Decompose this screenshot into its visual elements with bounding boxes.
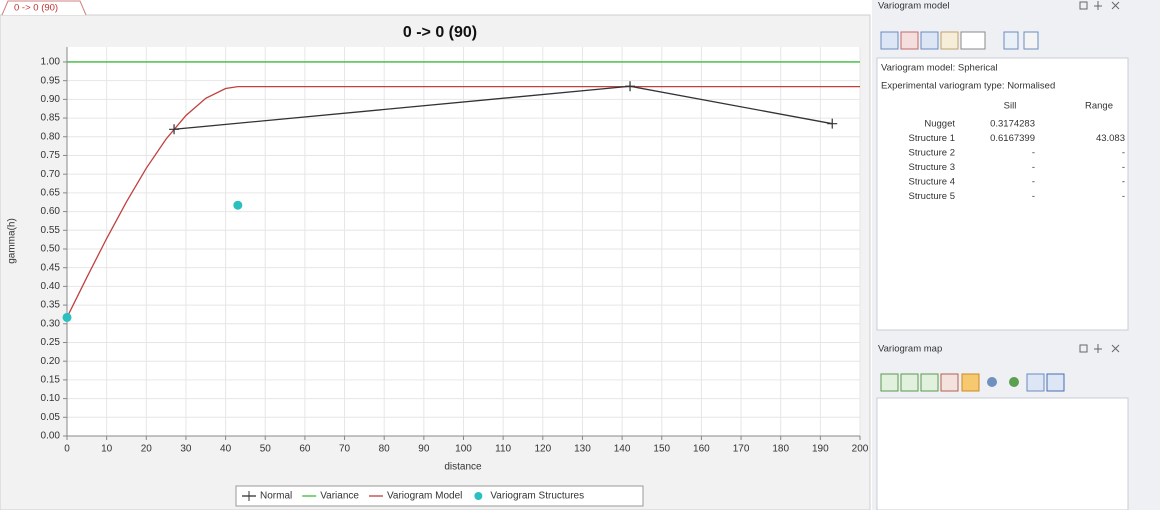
- point-marker: [827, 118, 838, 129]
- y-tick-label: 1.00: [41, 57, 61, 68]
- x-tick-label: 70: [339, 444, 351, 455]
- window-buttons[interactable]: [1079, 1, 1120, 10]
- legend-swatch: [474, 492, 483, 500]
- model-type: Variogram model: Spherical: [881, 63, 998, 74]
- x-axis-label: distance: [444, 462, 482, 473]
- row-label: Structure 1: [909, 133, 955, 144]
- legend-label: Variance: [320, 491, 359, 502]
- sill-value: -: [1032, 177, 1035, 188]
- point-marker: [625, 81, 636, 92]
- point-marker: [62, 312, 72, 322]
- y-tick-label: 0.35: [41, 300, 61, 311]
- exp-type: Experimental variogram type: Normalised: [881, 81, 1055, 92]
- map-box: [876, 397, 1129, 511]
- y-tick-label: 0.95: [41, 75, 61, 86]
- y-tick-label: 0.20: [41, 356, 61, 367]
- legend-label: Variogram Model: [387, 491, 462, 502]
- y-tick-label: 0.50: [41, 244, 61, 255]
- sill-value: -: [1032, 148, 1035, 159]
- x-tick-label: 190: [812, 444, 829, 455]
- x-tick-label: 10: [101, 444, 113, 455]
- range-value: -: [1122, 177, 1125, 188]
- x-tick-label: 40: [220, 444, 232, 455]
- range-value: 43.083: [1096, 133, 1125, 144]
- y-tick-label: 0.80: [41, 131, 61, 142]
- row-label: Structure 4: [909, 177, 955, 188]
- point-marker: [233, 200, 243, 210]
- series-line: [66, 85, 860, 318]
- range-value: -: [1122, 191, 1125, 202]
- y-tick-label: 0.90: [41, 94, 61, 105]
- row-label: Structure 5: [909, 191, 955, 202]
- x-tick-label: 200: [852, 444, 869, 455]
- y-tick-label: 0.70: [41, 169, 61, 180]
- y-tick-label: 0.85: [41, 113, 61, 124]
- x-tick-label: 120: [534, 444, 551, 455]
- x-tick-label: 180: [772, 444, 789, 455]
- table-header: Range: [1085, 101, 1113, 112]
- point-marker: [169, 124, 180, 135]
- toolbar[interactable]: [880, 373, 1065, 392]
- legend: [235, 485, 644, 507]
- sill-value: 0.6167399: [990, 133, 1035, 144]
- sill-value: -: [1032, 162, 1035, 173]
- y-tick-label: 0.40: [41, 281, 61, 292]
- tab[interactable]: [1, 0, 87, 16]
- row-label: Structure 2: [909, 148, 955, 159]
- range-value: -: [1122, 162, 1125, 173]
- x-tick-label: 140: [614, 444, 631, 455]
- x-tick-label: 130: [574, 444, 591, 455]
- y-tick-label: 0.30: [41, 318, 61, 329]
- x-tick-label: 60: [299, 444, 311, 455]
- panel-title: Variogram model: [878, 1, 950, 12]
- x-tick-label: 30: [180, 444, 192, 455]
- x-tick-label: 110: [495, 444, 511, 455]
- y-tick-label: 0.10: [41, 393, 61, 404]
- y-tick-label: 0.55: [41, 225, 61, 236]
- panel-title: Variogram map: [878, 344, 942, 355]
- window-buttons[interactable]: [1079, 344, 1120, 353]
- x-tick-label: 100: [455, 444, 472, 455]
- chart-title: 0 -> 0 (90): [403, 24, 477, 41]
- table-header: Sill: [1004, 101, 1017, 112]
- y-tick-label: 0.65: [41, 188, 61, 199]
- range-value: -: [1122, 148, 1125, 159]
- x-tick-label: 90: [418, 444, 430, 455]
- model-box: [876, 57, 1129, 331]
- x-tick-label: 20: [141, 444, 153, 455]
- plot: 0 10 20 30 40 50 60 70 80 90 100 110 120 130 140 150 160…: [41, 47, 869, 455]
- y-tick-label: 0.25: [41, 337, 61, 348]
- sill-value: -: [1032, 191, 1035, 202]
- y-tick-label: 0.75: [41, 150, 61, 161]
- sill-value: 0.3174283: [990, 119, 1035, 130]
- tab-label[interactable]: 0 -> 0 (90): [14, 3, 58, 14]
- row-label: Structure 3: [909, 162, 955, 173]
- y-tick-label: 0.60: [41, 206, 61, 217]
- x-tick-label: 160: [693, 444, 710, 455]
- x-tick-label: 0: [64, 444, 70, 455]
- y-axis-label: gamma(h): [7, 218, 18, 264]
- row-label: Nugget: [924, 119, 955, 130]
- x-tick-label: 150: [653, 444, 670, 455]
- y-tick-label: 0.45: [41, 262, 61, 273]
- x-tick-label: 50: [260, 444, 272, 455]
- x-tick-label: 170: [733, 444, 750, 455]
- toolbar[interactable]: [880, 31, 1039, 50]
- legend-label: Variogram Structures: [490, 491, 584, 502]
- y-tick-label: 0.15: [41, 375, 61, 386]
- y-tick-label: 0.00: [41, 431, 61, 442]
- legend-label: Normal: [260, 491, 292, 502]
- x-tick-label: 80: [379, 444, 391, 455]
- y-tick-label: 0.05: [41, 412, 61, 423]
